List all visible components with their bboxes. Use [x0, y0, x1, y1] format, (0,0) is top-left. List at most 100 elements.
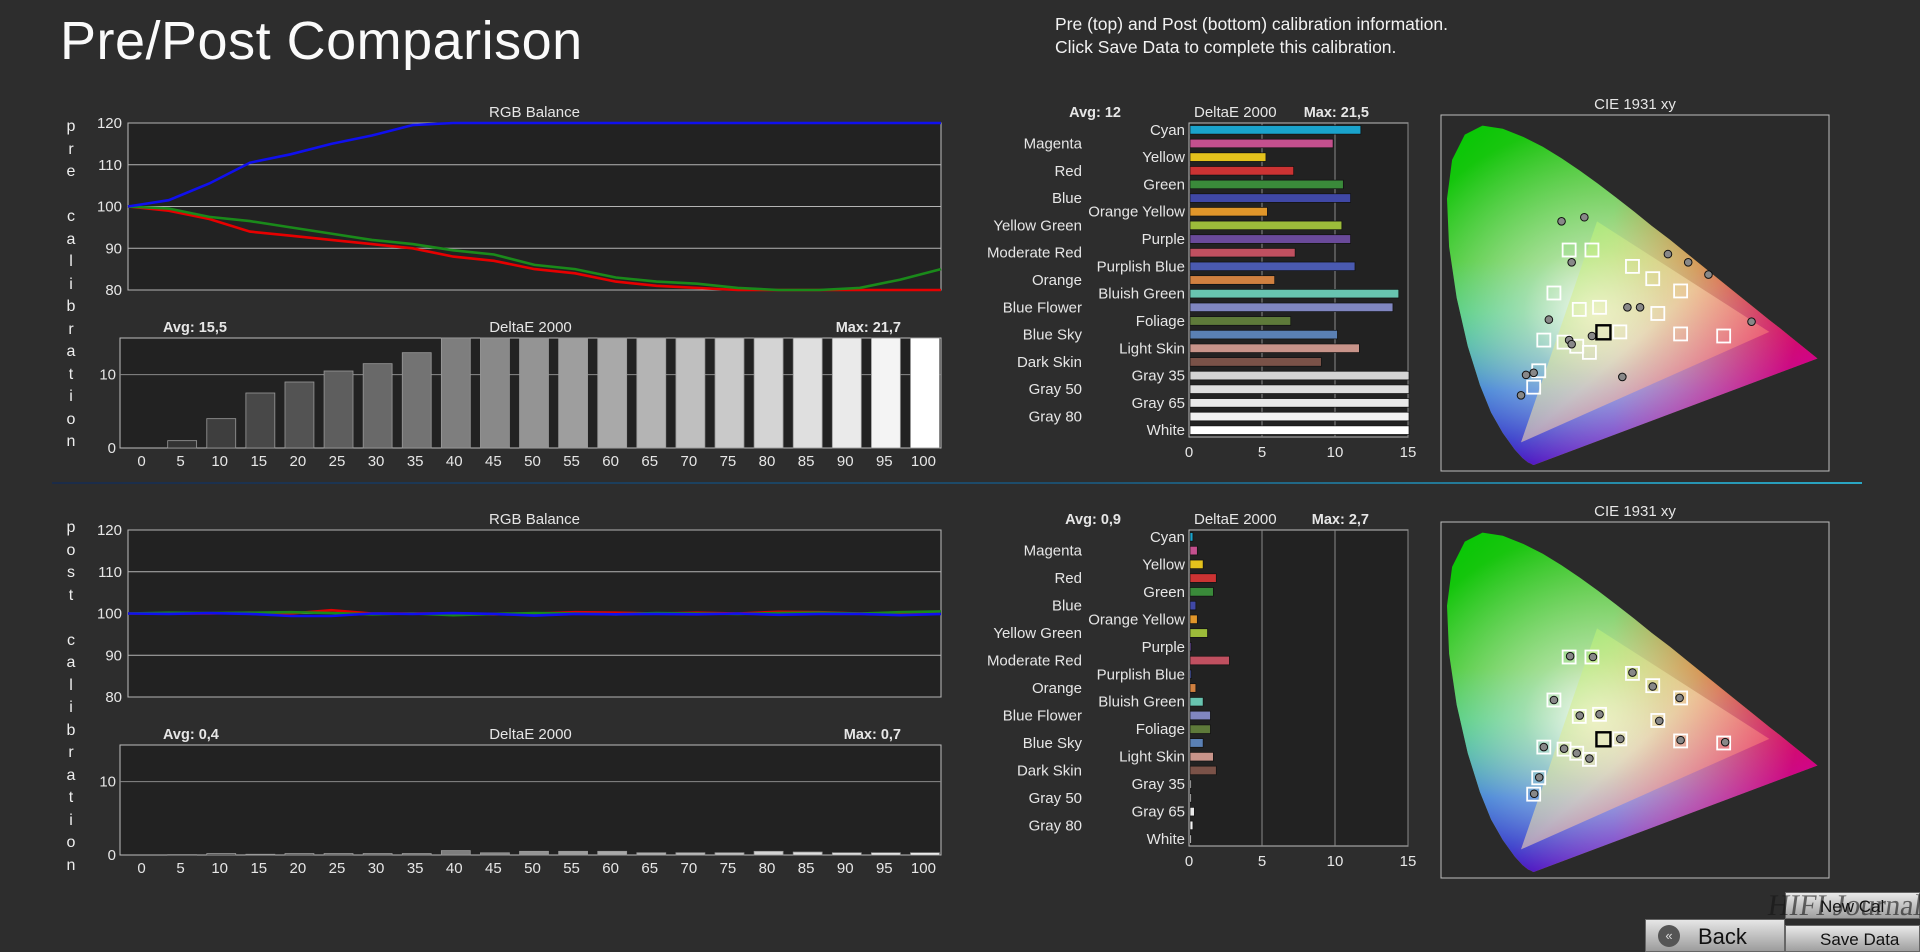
- target-square: [1526, 786, 1542, 802]
- bar: [675, 337, 706, 449]
- measured-point: [1559, 744, 1569, 754]
- y-tick-label: 10: [99, 367, 116, 384]
- max-label: Max: 0,7: [844, 727, 901, 743]
- x-tick-label: 65: [641, 860, 658, 877]
- y-tick-label: 90: [105, 240, 122, 257]
- measured-point: [1529, 368, 1538, 378]
- category-label: Dark Skin: [1017, 762, 1082, 779]
- category-label: Purplish Blue: [1097, 258, 1185, 275]
- back-button-label: Back: [1698, 924, 1747, 949]
- x-tick-label: 20: [290, 860, 307, 877]
- bar: [206, 418, 237, 449]
- bar: [792, 851, 823, 856]
- bar: [401, 853, 432, 856]
- series-line-blue: [127, 611, 942, 618]
- category-label: Gray 35: [1132, 776, 1185, 793]
- category-label: Red: [1054, 163, 1082, 180]
- hbar: [1189, 587, 1214, 597]
- x-tick-label: 10: [1327, 853, 1344, 870]
- x-tick-label: 55: [563, 453, 580, 470]
- x-tick-label: 5: [1258, 444, 1266, 461]
- category-label: Yellow Green: [993, 625, 1082, 642]
- category-label: Yellow: [1142, 556, 1185, 573]
- x-tick-label: 15: [1400, 853, 1417, 870]
- bar: [323, 853, 354, 856]
- bar: [440, 337, 471, 449]
- measured-point: [1544, 315, 1554, 324]
- x-tick-label: 15: [250, 860, 267, 877]
- bar: [440, 850, 471, 856]
- category-label: Light Skin: [1119, 340, 1185, 357]
- vertical-label-char: i: [69, 699, 73, 716]
- instructions: Pre (top) and Post (bottom) calibration …: [1055, 13, 1448, 59]
- hbar: [1189, 425, 1410, 435]
- y-tick-label: 110: [98, 564, 122, 581]
- x-tick-label: 25: [329, 860, 346, 877]
- bar: [871, 852, 901, 856]
- bar: [871, 337, 901, 449]
- back-arrow-icon: «: [1658, 925, 1680, 947]
- vertical-label-char: c: [67, 631, 75, 649]
- page-title: Pre/Post Comparison: [60, 11, 583, 71]
- category-label: Gray 80: [1029, 409, 1082, 426]
- target-square: [1645, 678, 1661, 694]
- max-label: Max: 21,5: [1304, 105, 1369, 121]
- y-tick-label: 10: [99, 774, 116, 791]
- target-square: [1673, 326, 1688, 342]
- bar: [284, 853, 315, 856]
- target-square: [1716, 328, 1732, 344]
- vertical-label-char: n: [66, 433, 76, 450]
- x-tick-label: 95: [876, 860, 893, 877]
- bar: [714, 852, 745, 856]
- category-label: White: [1147, 422, 1185, 439]
- x-tick-label: 10: [1327, 444, 1344, 461]
- hbar: [1189, 207, 1268, 217]
- x-tick-label: 85: [798, 860, 815, 877]
- measured-point: [1628, 668, 1637, 677]
- back-button[interactable]: « Back: [1645, 919, 1785, 952]
- bar: [597, 850, 628, 856]
- measured-point: [1529, 789, 1539, 799]
- measured-point: [1675, 693, 1684, 703]
- avg-label: Avg: 0,9: [1065, 512, 1121, 528]
- bar: [714, 337, 745, 449]
- chart-title: CIE 1931 xy: [1594, 503, 1676, 520]
- chart-title: DeltaE 2000: [1194, 511, 1277, 528]
- category-label: Purplish Blue: [1097, 666, 1185, 683]
- vertical-label-char: a: [66, 766, 76, 784]
- vertical-label-char: p: [66, 519, 76, 536]
- hbar: [1189, 820, 1194, 831]
- measured-point: [1595, 710, 1604, 719]
- category-label: White: [1147, 831, 1185, 848]
- bar: [636, 337, 667, 449]
- target-square: [1716, 735, 1732, 751]
- measured-point: [1720, 737, 1730, 747]
- x-tick-label: 15: [1400, 444, 1417, 461]
- category-label: Magenta: [1024, 543, 1083, 560]
- category-label: Bluish Green: [1098, 694, 1185, 711]
- measured-point: [1588, 652, 1598, 662]
- measured-point: [1539, 742, 1549, 752]
- vertical-label-char: s: [67, 564, 75, 581]
- bar: [910, 852, 940, 856]
- vertical-label-char: r: [68, 140, 74, 158]
- hbar: [1189, 642, 1192, 652]
- category-label: Gray 65: [1132, 395, 1185, 412]
- chart-title: DeltaE 2000: [489, 726, 572, 743]
- bar: [753, 850, 784, 856]
- hbar: [1189, 793, 1192, 803]
- category-label: Magenta: [1024, 135, 1083, 152]
- hbar: [1189, 370, 1410, 381]
- new-cal-button[interactable]: New Cal: [1785, 892, 1920, 919]
- vertical-label-char: b: [66, 721, 76, 739]
- category-label: Gray 35: [1132, 368, 1185, 385]
- category-label: Green: [1143, 176, 1185, 193]
- measured-point: [1663, 249, 1673, 259]
- vertical-label-char: o: [66, 834, 76, 851]
- target-square: [1561, 649, 1577, 665]
- x-tick-label: 45: [485, 453, 502, 470]
- max-label: Max: 21,7: [836, 320, 901, 336]
- save-data-button[interactable]: Save Data: [1785, 925, 1920, 952]
